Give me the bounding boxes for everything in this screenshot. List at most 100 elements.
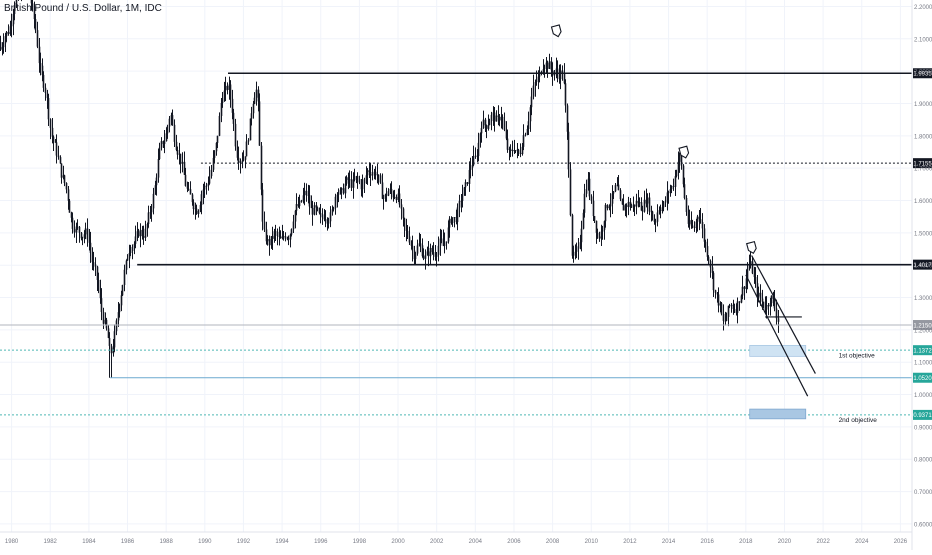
candle-body bbox=[80, 232, 83, 239]
candle-body bbox=[640, 202, 643, 211]
candle-body bbox=[516, 149, 519, 151]
candle-body bbox=[99, 288, 102, 299]
candle-body bbox=[574, 251, 577, 253]
y-tick-label: 2.0000 bbox=[914, 70, 932, 76]
candle-body bbox=[220, 102, 223, 116]
candle-body bbox=[606, 204, 609, 209]
candle-body bbox=[418, 243, 421, 246]
candle-body bbox=[633, 204, 636, 207]
candle-body bbox=[76, 226, 79, 228]
candle-body bbox=[9, 26, 12, 34]
candle-body bbox=[326, 219, 329, 224]
candle-body bbox=[236, 146, 239, 158]
candle-body bbox=[757, 292, 760, 297]
candle-body bbox=[661, 207, 664, 211]
candle-body bbox=[332, 208, 335, 210]
candle-body bbox=[555, 68, 558, 72]
candle-body bbox=[377, 174, 380, 176]
price-tag bbox=[913, 259, 932, 270]
candle-body bbox=[672, 186, 675, 188]
candle-body bbox=[719, 303, 722, 306]
candle-body bbox=[414, 253, 417, 260]
candle-body bbox=[488, 121, 491, 126]
candle-body bbox=[300, 200, 303, 202]
candle-body bbox=[200, 194, 203, 206]
candle-body bbox=[736, 301, 739, 313]
candle-body bbox=[329, 212, 332, 222]
candle-body bbox=[690, 220, 693, 226]
price-tag-label: 1.2150 bbox=[913, 323, 932, 329]
candle-body bbox=[683, 184, 686, 198]
candle-body bbox=[131, 246, 134, 251]
candle-body bbox=[405, 226, 408, 231]
candle-body bbox=[471, 165, 474, 168]
candle-body bbox=[347, 177, 350, 181]
candle-body bbox=[60, 163, 63, 178]
candle-body bbox=[339, 189, 342, 193]
candle-body bbox=[456, 207, 459, 223]
candle-body bbox=[614, 185, 617, 192]
candle-body bbox=[295, 204, 298, 211]
candle-body bbox=[360, 182, 363, 190]
candle-body bbox=[194, 208, 197, 210]
candle-body bbox=[92, 262, 95, 265]
candle-body bbox=[592, 200, 595, 217]
candle-body bbox=[406, 230, 409, 237]
candle-body bbox=[701, 222, 704, 229]
x-tick-label: 2000 bbox=[391, 539, 405, 545]
candle-body bbox=[155, 177, 158, 186]
x-tick-label: 1980 bbox=[5, 539, 19, 545]
candle-body bbox=[186, 185, 189, 189]
candle-body bbox=[777, 318, 780, 322]
candle-body bbox=[698, 216, 701, 220]
candle-body bbox=[442, 240, 445, 246]
candle-body bbox=[511, 149, 514, 152]
candle-body bbox=[677, 161, 680, 172]
candle-body bbox=[137, 231, 140, 237]
candle-body bbox=[563, 73, 566, 84]
candle-body bbox=[71, 217, 74, 229]
candle-body bbox=[577, 246, 580, 249]
candle-body bbox=[36, 30, 39, 47]
candle-body bbox=[163, 141, 166, 144]
y-tick-label: 1.1000 bbox=[914, 361, 932, 367]
objective-box bbox=[749, 408, 807, 420]
candle-body bbox=[358, 179, 361, 183]
candle-body bbox=[439, 238, 442, 246]
candle-body bbox=[382, 198, 385, 199]
candle-body bbox=[429, 247, 432, 257]
candle-body bbox=[474, 155, 477, 157]
candle-body bbox=[96, 266, 99, 280]
candle-body bbox=[403, 218, 406, 227]
price-tag bbox=[913, 345, 932, 356]
y-tick-label: 0.8000 bbox=[914, 458, 932, 464]
candle-body bbox=[334, 196, 337, 209]
candle-body bbox=[648, 197, 651, 212]
candle-body bbox=[730, 304, 733, 306]
y-tick-label: 0.9000 bbox=[914, 425, 932, 431]
candle-body bbox=[596, 232, 599, 237]
candle-body bbox=[265, 229, 268, 242]
candle-body bbox=[440, 238, 443, 241]
candle-body bbox=[318, 208, 321, 214]
candle-body bbox=[263, 221, 266, 230]
candle-body bbox=[107, 328, 110, 338]
price-tag bbox=[913, 372, 932, 383]
candle-body bbox=[290, 229, 293, 235]
candle-body bbox=[218, 115, 221, 136]
candle-body bbox=[49, 119, 52, 128]
y-tick-label: 1.4000 bbox=[914, 264, 932, 270]
candle-body bbox=[281, 236, 284, 239]
candle-body bbox=[276, 231, 279, 237]
candle-body bbox=[413, 250, 416, 260]
candle-body bbox=[754, 277, 757, 284]
candle-body bbox=[426, 251, 429, 255]
candle-body bbox=[15, 0, 18, 7]
x-tick-label: 2016 bbox=[701, 539, 715, 545]
candle-body bbox=[600, 231, 603, 239]
candle-body bbox=[664, 201, 667, 203]
candle-body bbox=[749, 261, 752, 265]
candle-body bbox=[252, 103, 255, 114]
